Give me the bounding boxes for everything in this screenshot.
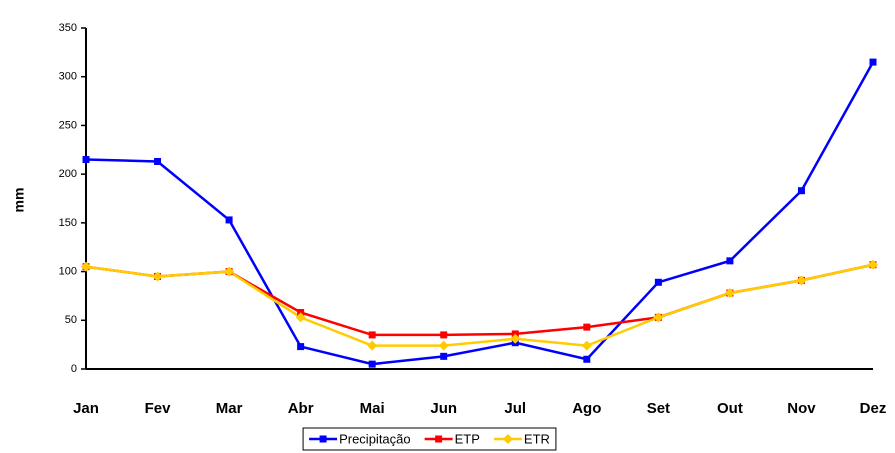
- y-tick-label: 350: [59, 22, 77, 34]
- point: [440, 331, 448, 339]
- point: [295, 312, 306, 323]
- y-tick-label: 50: [65, 314, 77, 326]
- x-tick-label: Mar: [216, 400, 243, 417]
- x-tick-label: Jul: [504, 400, 526, 417]
- point: [724, 288, 735, 299]
- x-tick-label: Jun: [430, 400, 457, 417]
- y-tick-label: 300: [59, 71, 77, 83]
- point: [154, 157, 162, 165]
- point: [82, 156, 90, 164]
- x-tick-label: Fev: [145, 400, 172, 417]
- x-tick-label: Ago: [572, 400, 601, 417]
- x-tick-label: Mai: [360, 400, 385, 417]
- point: [869, 58, 877, 66]
- legend-marker: [319, 435, 327, 443]
- legend-marker: [502, 434, 513, 444]
- point: [297, 343, 305, 351]
- y-tick-label: 250: [59, 119, 77, 131]
- point: [653, 312, 664, 323]
- point: [654, 278, 662, 286]
- legend-marker: [435, 435, 443, 443]
- point: [510, 333, 521, 344]
- series-line: [85, 61, 875, 366]
- y-tick-label: 0: [71, 363, 77, 375]
- point: [152, 271, 163, 282]
- point: [438, 340, 449, 351]
- series-line: [85, 263, 874, 347]
- point: [440, 352, 448, 360]
- point: [581, 340, 592, 351]
- x-tick-label: Jan: [73, 400, 99, 417]
- point: [583, 355, 591, 363]
- x-tick-label: Set: [647, 400, 670, 417]
- legend-label: ETP: [455, 431, 480, 446]
- point: [797, 187, 805, 195]
- y-tick-label: 200: [59, 168, 77, 180]
- x-tick-label: Out: [717, 400, 743, 417]
- y-axis-label: mm: [11, 188, 27, 213]
- legend: Precipitação ETP ETR: [302, 427, 557, 451]
- point: [726, 257, 734, 265]
- point: [81, 261, 91, 272]
- legend-label: ETR: [524, 431, 550, 446]
- point: [368, 360, 376, 368]
- x-tick-label: Nov: [787, 400, 816, 417]
- point: [225, 216, 233, 224]
- x-tick-label: Dez: [860, 400, 887, 417]
- point: [796, 275, 807, 286]
- legend-label: Precipitação: [339, 431, 411, 446]
- point: [368, 331, 376, 339]
- point: [224, 266, 235, 277]
- x-tick-label: Abr: [288, 400, 314, 417]
- series-line: [85, 263, 874, 337]
- y-tick-label: 150: [59, 217, 77, 229]
- y-tick-label: 100: [59, 265, 77, 277]
- point: [868, 259, 878, 270]
- point: [583, 323, 591, 331]
- point: [367, 340, 378, 351]
